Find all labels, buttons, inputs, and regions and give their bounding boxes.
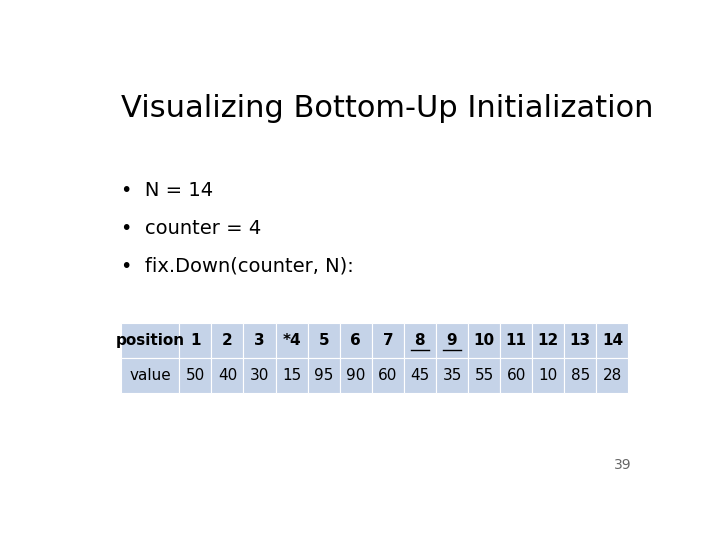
FancyBboxPatch shape [276,322,307,358]
Text: 10: 10 [474,333,495,348]
FancyBboxPatch shape [340,322,372,358]
Text: 90: 90 [346,368,366,383]
FancyBboxPatch shape [121,322,179,358]
Text: value: value [129,368,171,383]
FancyBboxPatch shape [596,322,629,358]
FancyBboxPatch shape [121,358,179,393]
Text: 10: 10 [539,368,558,383]
Text: 39: 39 [613,458,631,472]
Text: 11: 11 [505,333,526,348]
Text: 28: 28 [603,368,622,383]
Text: 95: 95 [314,368,333,383]
Text: Visualizing Bottom-Up Initialization: Visualizing Bottom-Up Initialization [121,94,653,123]
FancyBboxPatch shape [372,322,404,358]
FancyBboxPatch shape [243,358,276,393]
Text: 55: 55 [474,368,494,383]
FancyBboxPatch shape [307,322,340,358]
FancyBboxPatch shape [532,322,564,358]
Text: 15: 15 [282,368,301,383]
Text: •  N = 14: • N = 14 [121,181,213,200]
FancyBboxPatch shape [468,322,500,358]
Text: position: position [115,333,184,348]
Text: 85: 85 [571,368,590,383]
FancyBboxPatch shape [340,358,372,393]
FancyBboxPatch shape [179,322,212,358]
Text: 14: 14 [602,333,623,348]
Text: 30: 30 [250,368,269,383]
Text: 45: 45 [410,368,430,383]
FancyBboxPatch shape [436,358,468,393]
FancyBboxPatch shape [372,358,404,393]
Text: 2: 2 [222,333,233,348]
FancyBboxPatch shape [436,322,468,358]
Text: 60: 60 [506,368,526,383]
Text: 8: 8 [415,333,426,348]
Text: 50: 50 [186,368,205,383]
Text: •  fix.Down(counter, N):: • fix.Down(counter, N): [121,256,354,275]
Text: 6: 6 [351,333,361,348]
FancyBboxPatch shape [596,358,629,393]
FancyBboxPatch shape [243,322,276,358]
FancyBboxPatch shape [179,358,212,393]
FancyBboxPatch shape [500,358,532,393]
Text: 13: 13 [570,333,591,348]
Text: 9: 9 [446,333,457,348]
FancyBboxPatch shape [212,322,243,358]
FancyBboxPatch shape [212,358,243,393]
FancyBboxPatch shape [468,358,500,393]
Text: 60: 60 [378,368,397,383]
FancyBboxPatch shape [276,358,307,393]
FancyBboxPatch shape [532,358,564,393]
Text: 1: 1 [190,333,201,348]
Text: *4: *4 [282,333,301,348]
FancyBboxPatch shape [564,358,596,393]
Text: 12: 12 [538,333,559,348]
Text: •  counter = 4: • counter = 4 [121,219,261,238]
FancyBboxPatch shape [404,358,436,393]
FancyBboxPatch shape [307,358,340,393]
Text: 3: 3 [254,333,265,348]
Text: 40: 40 [217,368,237,383]
FancyBboxPatch shape [500,322,532,358]
FancyBboxPatch shape [404,322,436,358]
Text: 5: 5 [318,333,329,348]
Text: 7: 7 [382,333,393,348]
FancyBboxPatch shape [564,322,596,358]
Text: 35: 35 [442,368,462,383]
